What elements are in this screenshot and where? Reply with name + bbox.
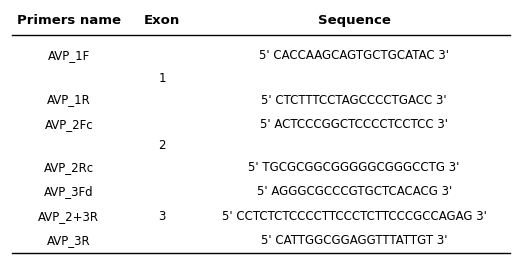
Text: 5' ACTCCCGGCTCCCCTCCTCC 3': 5' ACTCCCGGCTCCCCTCCTCC 3' xyxy=(260,118,448,131)
Text: AVP_3R: AVP_3R xyxy=(47,234,91,247)
Text: 5' CACCAAGCAGTGCTGCATAC 3': 5' CACCAAGCAGTGCTGCATAC 3' xyxy=(259,49,449,62)
Text: AVP_2+3R: AVP_2+3R xyxy=(38,210,100,223)
Text: Sequence: Sequence xyxy=(318,14,390,27)
Text: Primers name: Primers name xyxy=(17,14,121,27)
Text: Exon: Exon xyxy=(144,14,180,27)
Text: 3: 3 xyxy=(158,210,166,223)
Text: AVP_2Fc: AVP_2Fc xyxy=(45,118,93,131)
Text: AVP_2Rc: AVP_2Rc xyxy=(44,161,94,174)
Text: AVP_3Fd: AVP_3Fd xyxy=(44,185,94,198)
Text: 2: 2 xyxy=(158,140,166,152)
Text: 5' CTCTTTCCTAGCCCCTGACC 3': 5' CTCTTTCCTAGCCCCTGACC 3' xyxy=(261,94,447,106)
Text: 5' CCTCTCTCCCCTTCCCTCTTCCCGCCAGAG 3': 5' CCTCTCTCCCCTTCCCTCTTCCCGCCAGAG 3' xyxy=(222,210,487,223)
Text: AVP_1F: AVP_1F xyxy=(48,49,90,62)
Text: AVP_1R: AVP_1R xyxy=(47,94,91,106)
Text: 5' TGCGCGGCGGGGGCGGGCCTG 3': 5' TGCGCGGCGGGGGCGGGCCTG 3' xyxy=(248,161,460,174)
Text: 5' AGGGCGCCCGTGCTCACACG 3': 5' AGGGCGCCCGTGCTCACACG 3' xyxy=(257,185,452,198)
Text: 5' CATTGGCGGAGGTTTATTGT 3': 5' CATTGGCGGAGGTTTATTGT 3' xyxy=(261,234,447,247)
Text: 1: 1 xyxy=(158,72,166,85)
